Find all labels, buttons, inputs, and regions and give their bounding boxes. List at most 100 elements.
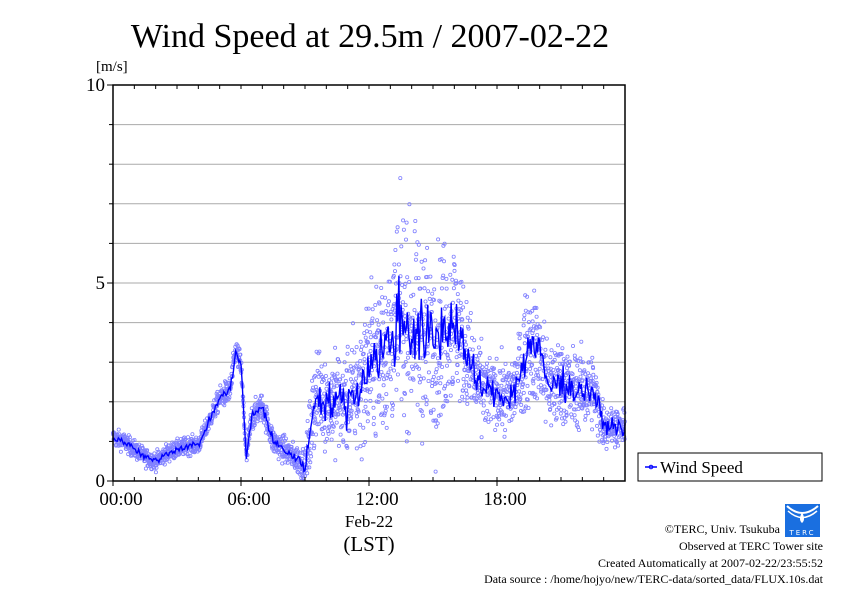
data-point [533,367,538,372]
data-point [465,324,470,329]
data-point [559,351,564,356]
data-point [572,413,577,418]
data-point [586,411,591,416]
data-point [421,332,426,337]
data-point [334,377,339,382]
data-point [264,407,269,412]
data-point [413,218,418,223]
data-point [336,443,341,448]
data-point [506,370,511,375]
data-point [486,419,491,424]
data-point [334,420,339,425]
data-point [455,292,460,297]
data-point [622,434,627,439]
data-point [345,344,350,349]
data-point [513,405,518,410]
data-point [283,460,288,465]
data-point [276,457,281,462]
data-point [359,347,364,352]
data-point [204,431,209,436]
data-point [462,398,467,403]
data-point [546,366,551,371]
data-point [213,414,218,419]
data-point [548,355,553,360]
data-point [368,335,373,340]
data-point [440,404,445,409]
data-point [474,364,479,369]
data-point [349,347,354,352]
data-point [464,380,469,385]
data-point [132,437,137,442]
data-point [401,218,406,223]
data-point [563,362,568,367]
x-tick-label: 06:00 [227,489,270,510]
data-point [579,339,584,344]
data-point [404,220,409,225]
data-point [323,439,328,444]
data-point [477,395,482,400]
data-point [568,403,573,408]
data-point [329,376,334,381]
data-point [551,367,556,372]
data-point [384,392,389,397]
data-point [316,408,321,413]
data-point [597,439,602,444]
data-point [364,329,369,334]
data-point [434,380,439,385]
x-tick-label: 00:00 [99,489,142,510]
data-point [613,445,618,450]
data-point [429,384,434,389]
data-point [535,332,540,337]
data-point [421,395,426,400]
data-point [334,379,339,384]
data-point [595,390,600,395]
data-point [535,396,540,401]
data-point [572,407,577,412]
data-point [447,359,452,364]
data-point [361,425,366,430]
data-point [409,323,414,328]
data-point [507,418,512,423]
data-point [316,422,321,427]
data-point [454,370,459,375]
data-point [426,289,431,294]
data-point [366,306,371,311]
data-point [442,241,447,246]
data-point [269,424,274,429]
data-point [422,312,427,317]
data-point [546,361,551,366]
data-point [453,344,458,349]
data-point [400,282,405,287]
copyright-text: ©TERC, Univ. Tsukuba [665,522,781,536]
data-point [366,411,371,416]
data-point [356,409,361,414]
data-point [587,402,592,407]
data-point [326,431,331,436]
legend-box [637,452,823,482]
data-point [361,409,366,414]
data-point [457,399,462,404]
data-point [579,359,584,364]
data-point [443,350,448,355]
data-point [389,317,394,322]
data-point [423,394,428,399]
data-point [389,312,394,317]
data-point [401,227,406,232]
data-point [432,352,437,357]
data-point [589,360,594,365]
data-point [551,401,556,406]
data-point [464,299,469,304]
data-point [465,315,470,320]
data-point [425,351,430,356]
data-point [181,452,186,457]
data-point [381,383,386,388]
data-point [420,356,425,361]
data-point [305,418,310,423]
data-point [349,416,354,421]
data-point [417,380,422,385]
data-point [429,301,434,306]
data-point [547,394,552,399]
data-point [547,398,552,403]
data-point [349,412,354,417]
data-point [435,356,440,361]
